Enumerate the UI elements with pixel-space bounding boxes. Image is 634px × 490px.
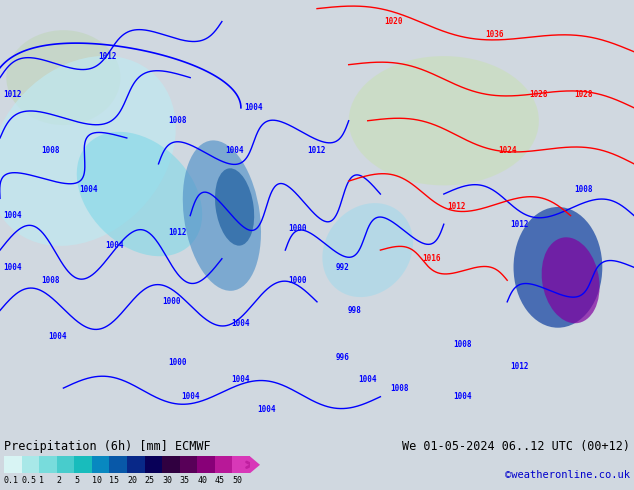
Ellipse shape	[215, 168, 254, 245]
Text: 1012: 1012	[447, 202, 466, 212]
Text: 5: 5	[74, 476, 79, 485]
Text: 1004: 1004	[79, 185, 98, 194]
Text: 1004: 1004	[105, 241, 124, 250]
Text: 998: 998	[348, 306, 362, 315]
Bar	[39, 456, 56, 473]
Text: 1: 1	[39, 476, 44, 485]
Bar	[56, 456, 74, 473]
Ellipse shape	[349, 56, 539, 185]
Text: 1004: 1004	[3, 211, 22, 220]
Text: 1028: 1028	[529, 90, 548, 99]
Text: 1004: 1004	[244, 103, 263, 112]
Text: 1036: 1036	[485, 30, 504, 39]
Ellipse shape	[514, 207, 602, 328]
Text: 35: 35	[179, 476, 190, 485]
Text: 45: 45	[215, 476, 225, 485]
Text: 1012: 1012	[307, 147, 327, 155]
Text: 2: 2	[56, 476, 61, 485]
Text: Precipitation (6h) [mm] ECMWF: Precipitation (6h) [mm] ECMWF	[4, 440, 210, 453]
Text: 20: 20	[127, 476, 137, 485]
Text: 1000: 1000	[288, 276, 307, 285]
Text: 40: 40	[197, 476, 207, 485]
Text: 1000: 1000	[168, 358, 187, 367]
Text: 1000: 1000	[288, 224, 307, 233]
Text: 1024: 1024	[498, 147, 517, 155]
Text: 1004: 1004	[358, 375, 377, 384]
Text: 1012: 1012	[510, 362, 529, 371]
Text: We 01-05-2024 06..12 UTC (00+12): We 01-05-2024 06..12 UTC (00+12)	[402, 440, 630, 453]
Bar	[215, 456, 233, 473]
Bar	[74, 456, 92, 473]
Text: 1000: 1000	[162, 297, 181, 306]
Bar	[162, 456, 179, 473]
Bar	[127, 456, 145, 473]
Bar	[4, 456, 22, 473]
Text: 1008: 1008	[574, 185, 593, 194]
Text: 1028: 1028	[574, 90, 593, 99]
Ellipse shape	[183, 141, 261, 291]
Text: 1012: 1012	[98, 51, 117, 61]
Text: 1004: 1004	[3, 263, 22, 272]
Text: 25: 25	[145, 476, 155, 485]
Text: 10: 10	[92, 476, 102, 485]
Text: 1008: 1008	[453, 341, 472, 349]
Polygon shape	[250, 456, 260, 473]
Text: 1008: 1008	[390, 384, 409, 392]
Text: 996: 996	[335, 353, 349, 363]
Text: 1016: 1016	[422, 254, 441, 263]
Text: 1012: 1012	[3, 90, 22, 99]
Text: 50: 50	[233, 476, 242, 485]
Ellipse shape	[322, 203, 413, 297]
Bar	[22, 456, 39, 473]
Bar	[145, 456, 162, 473]
Text: 1008: 1008	[41, 276, 60, 285]
Ellipse shape	[541, 237, 600, 323]
Bar	[92, 456, 110, 473]
Bar	[179, 456, 197, 473]
Ellipse shape	[6, 30, 120, 125]
Text: 15: 15	[110, 476, 119, 485]
Bar	[197, 456, 215, 473]
Text: 1004: 1004	[453, 392, 472, 401]
Text: 1004: 1004	[225, 147, 244, 155]
Ellipse shape	[0, 56, 176, 246]
Text: 1008: 1008	[41, 147, 60, 155]
Text: 30: 30	[162, 476, 172, 485]
Text: 1004: 1004	[48, 332, 67, 341]
Text: 992: 992	[335, 263, 349, 272]
Text: 1012: 1012	[168, 228, 187, 237]
Text: 1004: 1004	[231, 319, 250, 328]
Text: 1012: 1012	[510, 220, 529, 229]
Ellipse shape	[77, 132, 202, 256]
Text: 0.1: 0.1	[4, 476, 19, 485]
Bar	[110, 456, 127, 473]
Text: ©weatheronline.co.uk: ©weatheronline.co.uk	[505, 470, 630, 480]
Text: 1020: 1020	[384, 17, 403, 26]
Text: 1004: 1004	[257, 405, 276, 414]
Text: 0.5: 0.5	[22, 476, 37, 485]
Text: 1004: 1004	[181, 392, 200, 401]
Bar	[233, 456, 250, 473]
Text: 1008: 1008	[168, 116, 187, 125]
Text: 1004: 1004	[231, 375, 250, 384]
